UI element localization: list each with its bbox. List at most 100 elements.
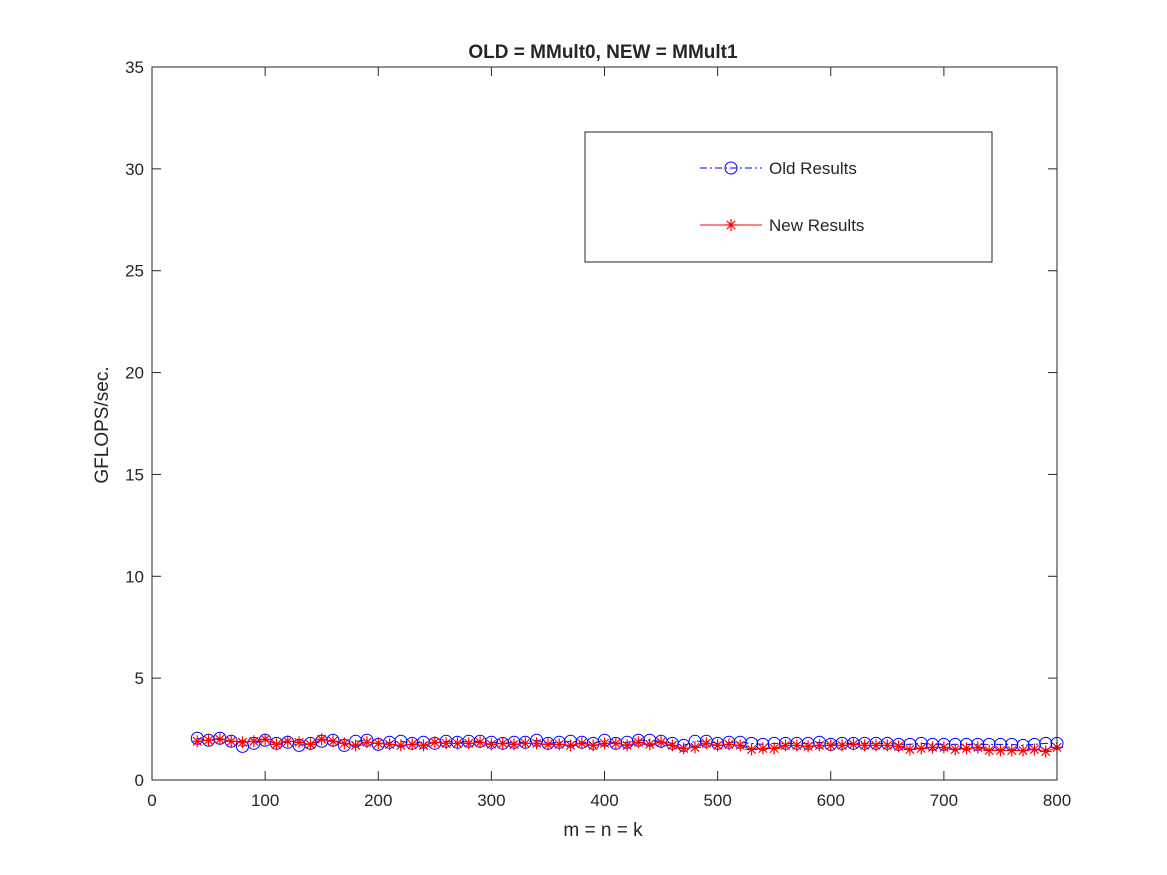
data-point-new	[768, 742, 781, 755]
data-point-new	[802, 740, 815, 753]
data-point-new	[711, 739, 724, 752]
data-point-new	[394, 739, 407, 752]
data-point-new	[824, 739, 837, 752]
legend-label-new: New Results	[769, 216, 864, 235]
data-point-new	[915, 742, 928, 755]
data-point-new	[474, 736, 487, 749]
data-point-new	[304, 738, 317, 751]
data-point-new	[519, 737, 532, 750]
data-point-new	[485, 738, 498, 751]
data-point-new	[779, 739, 792, 752]
data-point-new	[496, 737, 509, 750]
data-point-new	[632, 736, 645, 749]
x-tick-label: 700	[930, 791, 958, 810]
data-point-new	[508, 738, 520, 751]
y-tick-label: 15	[125, 465, 144, 484]
data-point-new	[937, 741, 950, 754]
x-tick-label: 600	[817, 791, 845, 810]
x-tick-label: 100	[251, 791, 279, 810]
y-tick-label: 0	[135, 771, 144, 790]
x-tick-label: 200	[364, 791, 392, 810]
data-point-new	[202, 734, 215, 747]
series-new	[191, 733, 1063, 758]
legend-swatch-new-marker	[725, 219, 737, 231]
legend-box	[584, 131, 993, 263]
legend-label-old: Old Results	[769, 159, 857, 178]
data-point-new	[417, 739, 430, 752]
data-point-new	[1017, 744, 1030, 757]
data-point-new	[440, 737, 453, 750]
data-point-new	[541, 738, 554, 751]
data-point-new	[881, 739, 894, 752]
data-point-new	[530, 737, 543, 750]
data-point-new	[836, 739, 849, 752]
data-point-new	[553, 738, 566, 751]
data-point-new	[790, 739, 803, 752]
legend-item-old: Old Results	[700, 159, 857, 178]
data-point-new	[270, 738, 283, 751]
data-point-new	[960, 742, 973, 755]
x-tick-label: 0	[147, 791, 156, 810]
data-point-new	[213, 733, 226, 746]
axes: 0 100 200 300 400 500 600 700 800 0 5 10 15 20 25 30 35	[125, 58, 1071, 810]
data-point-new	[689, 741, 701, 754]
data-point-new	[349, 739, 362, 752]
data-point-new	[734, 739, 747, 752]
data-point-new	[643, 738, 656, 751]
y-tick-label: 20	[125, 364, 144, 383]
data-point-new	[870, 739, 882, 752]
data-point-new	[847, 738, 860, 751]
legend: Old Results New Results	[584, 131, 993, 263]
plot-area	[190, 731, 1064, 758]
data-point-new	[666, 739, 679, 752]
y-tick-label: 10	[125, 567, 144, 586]
data-point-new	[858, 739, 871, 752]
legend-swatch-old-marker	[724, 161, 738, 175]
legend-item-new: New Results	[700, 216, 864, 235]
data-point-new	[564, 739, 577, 752]
data-point-new	[281, 735, 294, 748]
data-point-new	[745, 743, 758, 756]
x-tick-label: 400	[590, 791, 618, 810]
data-point-new	[621, 739, 634, 752]
data-point-new	[247, 735, 260, 748]
data-point-new	[1005, 744, 1018, 757]
x-tick-label: 500	[703, 791, 731, 810]
data-point-new	[609, 737, 622, 750]
data-point-new	[315, 733, 328, 746]
y-tick-label: 35	[125, 58, 144, 77]
data-point-new	[903, 743, 916, 756]
x-tick-label: 300	[477, 791, 505, 810]
data-point-new	[700, 737, 713, 750]
data-point-new	[428, 736, 441, 749]
y-tick-label: 5	[135, 669, 144, 688]
data-point-new	[338, 737, 351, 750]
data-point-new	[587, 739, 600, 752]
y-tick-label: 25	[125, 262, 144, 281]
data-point-new	[462, 737, 475, 750]
data-point-new	[949, 743, 962, 756]
data-point-new	[451, 737, 464, 750]
data-point-new	[971, 741, 984, 754]
data-point-new	[677, 742, 690, 755]
data-point-new	[360, 736, 373, 749]
data-point-new	[372, 737, 385, 750]
data-point-new	[983, 744, 996, 757]
data-point-new	[892, 740, 905, 753]
chart-title: OLD = MMult0, NEW = MMult1	[468, 42, 738, 63]
y-tick-label: 30	[125, 160, 144, 179]
data-point-new	[994, 744, 1007, 757]
data-point-new	[327, 735, 339, 748]
data-point-new	[926, 741, 939, 754]
data-point-new	[756, 742, 769, 755]
data-point-new	[722, 738, 735, 751]
data-point-new	[655, 736, 668, 749]
data-point-new	[406, 738, 419, 751]
data-point-new	[575, 737, 588, 750]
data-point-new	[236, 736, 249, 749]
data-point-new	[191, 735, 204, 748]
data-point-new	[225, 735, 238, 748]
x-axis-label: m = n = k	[563, 820, 643, 841]
x-tick-label: 800	[1043, 791, 1071, 810]
